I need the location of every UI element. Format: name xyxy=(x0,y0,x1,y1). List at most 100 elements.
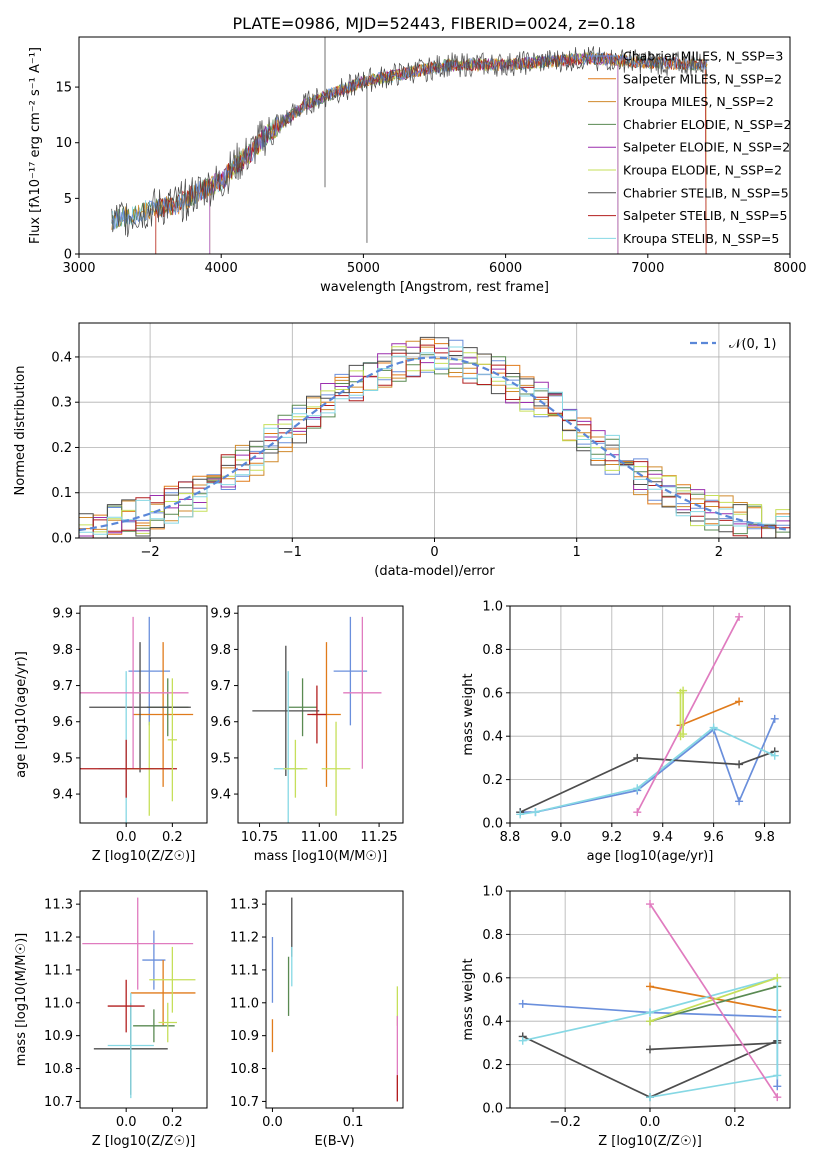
x-tick-label: 11.00 xyxy=(301,830,338,845)
y-axis-label: mass weight xyxy=(461,958,476,1040)
legend-entry: 𝒩(0, 1) xyxy=(729,337,776,352)
legend-entry: Salpeter MILES, N_SSP=2 xyxy=(623,71,782,86)
weight-point-marker xyxy=(531,808,540,817)
plot-area xyxy=(271,897,399,1102)
y-tick-label: 0.1 xyxy=(51,486,72,501)
axes-border xyxy=(79,605,208,824)
axes-border xyxy=(509,605,791,824)
histogram-kroupa-stelib xyxy=(79,346,790,535)
weight-point-marker xyxy=(633,753,642,762)
weight-series-line xyxy=(520,718,776,813)
y-tick-label: 0.2 xyxy=(482,773,503,788)
y-tick-label: 0.6 xyxy=(482,686,503,701)
y-axis-label: mass weight xyxy=(461,673,476,755)
y-tick-label: 0.0 xyxy=(51,532,72,547)
weight-point-marker xyxy=(773,1082,782,1091)
weight-series-line xyxy=(636,616,740,813)
y-tick-label: 0.4 xyxy=(482,1015,503,1030)
x-tick-label: 9.6 xyxy=(703,830,724,845)
x-tick-label: 9.4 xyxy=(652,830,673,845)
x-tick-label: 0.2 xyxy=(162,1115,183,1130)
age-vs-metallicity-panel: 0.0 0.2 9.4 9.5 9.6 9.7 9.8 9.9 Z [log10(Z/Z☉)] a… xyxy=(14,605,208,864)
y-tick-label: 11.3 xyxy=(44,898,73,913)
axes-frame: 0.0 0.1 10.7 10.8 10.9 11.0 11.1 11.2 11.3 E(B-V) xyxy=(230,890,404,1149)
spectrum-series-chabrier-stelib xyxy=(111,46,708,238)
x-axis-label: Z [log10(Z/Z☉)] xyxy=(598,1134,702,1149)
weight-point-marker xyxy=(646,1008,654,1017)
weight-point-marker xyxy=(633,784,642,793)
x-axis-label: Z [log10(Z/Z☉)] xyxy=(92,1134,196,1149)
y-axis-label: mass [log10(M/M☉)] xyxy=(14,933,29,1066)
x-tick-label: −2 xyxy=(141,545,160,560)
weight-point-marker xyxy=(770,751,779,760)
y-tick-label: 11.0 xyxy=(44,996,73,1011)
x-tick-label: 9.2 xyxy=(601,830,622,845)
y-tick-label: 10.8 xyxy=(44,1062,73,1077)
y-tick-label: 0.4 xyxy=(51,350,72,365)
x-tick-label: 9.8 xyxy=(754,830,775,845)
axes-frame: 0.0 0.2 9.4 9.5 9.6 9.7 9.8 9.9 Z [log10(Z/Z☉)] a… xyxy=(14,605,208,864)
x-tick-label: 0.0 xyxy=(116,1115,137,1130)
mass-vs-ebv-panel: 0.0 0.1 10.7 10.8 10.9 11.0 11.1 11.2 11.3 E(B-V) xyxy=(230,890,404,1149)
x-axis-label: E(B-V) xyxy=(314,1134,354,1149)
y-tick-label: 0 xyxy=(64,248,72,263)
y-tick-label: 9.9 xyxy=(52,607,73,622)
y-tick-label: 0.8 xyxy=(482,643,503,658)
weight-point-marker xyxy=(709,723,718,732)
y-tick-label: 5 xyxy=(64,192,72,207)
weight-point-marker xyxy=(646,982,654,991)
x-tick-label: 2 xyxy=(715,545,723,560)
histogram-salpeter-miles xyxy=(79,338,790,535)
spectrum-series-salpeter-elodie xyxy=(209,52,619,254)
y-tick-label: 0.6 xyxy=(482,971,503,986)
legend-entry: Salpeter STELIB, N_SSP=5 xyxy=(623,208,787,223)
x-axis-label: age [log10(age/yr)] xyxy=(587,849,714,864)
x-tick-label: −0.2 xyxy=(549,1115,581,1130)
y-tick-label: 9.5 xyxy=(52,751,73,766)
y-tick-label: 10.7 xyxy=(44,1095,73,1110)
weight-point-marker xyxy=(773,1071,782,1080)
y-tick-label: 11.3 xyxy=(230,898,259,913)
x-tick-label: −1 xyxy=(283,545,302,560)
y-tick-label: 9.5 xyxy=(210,751,231,766)
mass-vs-metallicity-panel: 0.0 0.2 10.7 10.8 10.9 11.0 11.1 11.2 11.3 Z [log… xyxy=(14,890,208,1149)
axes-frame: −0.2 0.0 0.2 0.0 0.2 0.4 0.6 0.8 1.0 Z [log10(Z/Z… xyxy=(461,885,791,1149)
y-tick-label: 0.3 xyxy=(51,396,72,411)
weight-series-line xyxy=(649,985,778,1012)
weight-point-marker xyxy=(646,1093,654,1102)
x-tick-label: 5000 xyxy=(347,261,380,276)
y-tick-label: 11.2 xyxy=(230,931,259,946)
y-tick-label: 9.9 xyxy=(210,607,231,622)
x-tick-label: 0 xyxy=(430,545,438,560)
y-tick-label: 0.4 xyxy=(482,730,503,745)
y-axis-label: age [log10(age/yr)] xyxy=(14,651,29,778)
legend-entry: Chabrier STELIB, N_SSP=5 xyxy=(623,185,789,200)
weight-point-marker xyxy=(773,1093,782,1102)
y-tick-label: 9.4 xyxy=(52,788,73,803)
y-tick-label: 11.0 xyxy=(230,996,259,1011)
y-tick-label: 9.4 xyxy=(210,788,231,803)
weight-point-marker xyxy=(633,808,642,817)
y-tick-label: 0.0 xyxy=(482,817,503,832)
y-tick-label: 0.2 xyxy=(482,1058,503,1073)
y-tick-label: 11.2 xyxy=(44,931,73,946)
y-tick-label: 10.9 xyxy=(44,1029,73,1044)
axes-frame: 8.8 9.0 9.2 9.4 9.6 9.8 0.0 0.2 0.4 0.6 0.8 1.0 age … xyxy=(461,600,791,864)
x-tick-label: 11.25 xyxy=(360,830,397,845)
x-tick-label: 1 xyxy=(573,545,581,560)
axes-border xyxy=(265,890,404,1109)
axes-frame: 0.0 0.2 10.7 10.8 10.9 11.0 11.1 11.2 11.3 Z [log… xyxy=(14,890,208,1149)
y-tick-label: 9.8 xyxy=(52,643,73,658)
x-tick-label: 8000 xyxy=(773,261,806,276)
y-tick-label: 10.8 xyxy=(230,1062,259,1077)
plot-area xyxy=(518,900,782,1102)
x-axis-label: Z [log10(Z/Z☉)] xyxy=(92,849,196,864)
legend-entry: Salpeter ELODIE, N_SSP=2 xyxy=(623,140,790,155)
axes-frame: 10.75 11.00 11.25 9.4 9.5 9.6 9.7 9.8 9.9 mass [l… xyxy=(210,605,404,864)
y-axis-label: Flux [fλ10⁻¹⁷ erg cm⁻² s⁻¹ A⁻¹] xyxy=(28,47,43,244)
weight-point-marker xyxy=(735,760,744,769)
weight-point-marker xyxy=(518,999,527,1008)
plot-area xyxy=(516,612,779,819)
axes-frame: 3000 4000 5000 6000 7000 8000 0 5 10 15 wavelength… xyxy=(28,36,807,295)
axes-border xyxy=(237,605,404,824)
